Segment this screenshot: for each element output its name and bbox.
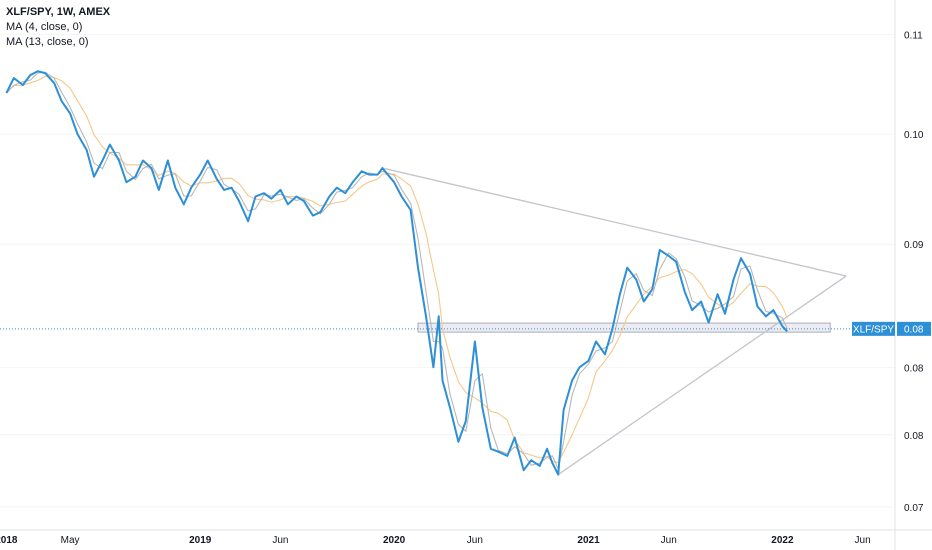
y-axis: 0.11 0.10 0.09 0.08 0.08 0.07: [894, 0, 924, 550]
x-tick-label: Jun: [661, 535, 677, 546]
x-tick-label: 2018: [0, 535, 18, 546]
x-tick-label: 2022: [771, 535, 794, 546]
y-tick-label: 0.08: [904, 363, 924, 374]
series-name-badge-text: XLF/SPY: [853, 324, 894, 335]
x-tick-label: Jun: [467, 535, 483, 546]
chart-grid: [0, 33, 895, 508]
horizontal-zone: [417, 322, 831, 333]
y-tick-label: 0.07: [904, 503, 924, 514]
y-tick-label: 0.08: [904, 431, 924, 442]
ma-4-path: [6, 71, 788, 471]
x-tick-label: Jun: [855, 535, 871, 546]
y-tick-label: 0.09: [904, 240, 924, 251]
x-tick-label: Jun: [272, 535, 288, 546]
price-path: [5, 70, 788, 476]
legend-ma-long: MA (13, close, 0): [6, 36, 89, 48]
last-price-badge-text: 0.08: [904, 324, 924, 335]
last-price-badge: [897, 321, 931, 336]
x-axis: 2018 May 2019 Jun 2020 Jun 2021 Jun 2022 Jun: [0, 529, 932, 546]
y-tick-label: 0.10: [904, 130, 924, 141]
legend-ma-short: MA (4, close, 0): [6, 21, 83, 33]
x-tick-label: 2021: [577, 535, 600, 546]
x-tick-label: May: [61, 535, 80, 546]
trendline: [382, 167, 847, 277]
support-zone-rect: [417, 322, 831, 333]
trendline: [557, 275, 847, 476]
ma-4-line: [6, 71, 788, 471]
chart-legend: XLF/SPY, 1W, AMEX MA (4, close, 0) MA (1…: [6, 5, 110, 50]
y-tick-label: 0.11: [904, 30, 923, 41]
trendlines: [382, 167, 847, 476]
series-name-badge: [852, 321, 895, 336]
x-tick-label: 2019: [189, 535, 212, 546]
legend-title: XLF/SPY, 1W, AMEX: [6, 6, 111, 18]
price-line: [5, 70, 788, 476]
price-badges: XLF/SPY 0.08: [852, 321, 931, 336]
x-tick-label: 2020: [383, 535, 406, 546]
